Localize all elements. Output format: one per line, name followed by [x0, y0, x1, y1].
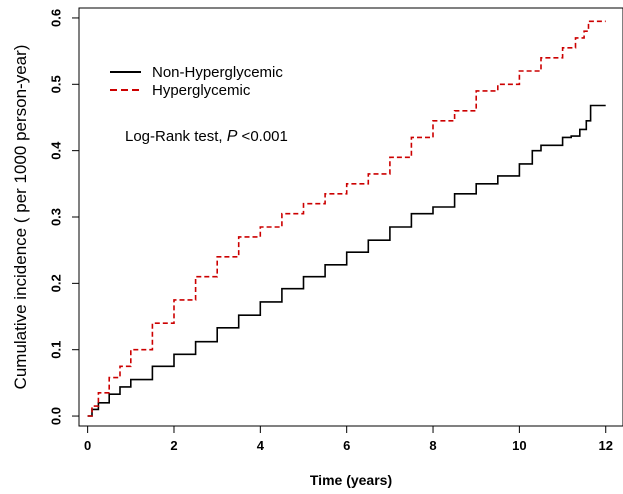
y-tick-label: 0.2 [49, 274, 64, 292]
legend: Non-Hyperglycemic Hyperglycemic [110, 64, 283, 99]
annotation-prefix: Log-Rank test, [125, 128, 227, 145]
x-axis-title: Time (years) [310, 472, 392, 488]
y-axis-title: Cumulative incidence ( per 1000 person-y… [11, 45, 30, 390]
legend-label-hyperglycemic: Hyperglycemic [152, 82, 251, 99]
annotation-suffix: <0.001 [237, 128, 287, 145]
x-tick-label: 6 [343, 438, 350, 453]
annotation-p-symbol: P [227, 128, 238, 145]
y-tick-label: 0.3 [49, 208, 64, 226]
series-line-hyperglycemic [87, 20, 606, 417]
series-line-non-hyperglycemic [87, 104, 606, 417]
x-tick-label: 2 [170, 438, 177, 453]
x-tick-label: 12 [598, 438, 612, 453]
x-tick-label: 10 [512, 438, 526, 453]
legend-label-non-hyperglycemic: Non-Hyperglycemic [152, 64, 283, 81]
x-tick-label: 0 [84, 438, 91, 453]
x-axis: 0 2 4 6 8 10 12 [84, 426, 613, 453]
log-rank-annotation: Log-Rank test, P <0.001 [125, 128, 288, 145]
series-layer [87, 20, 606, 417]
y-tick-label: 0.6 [49, 9, 64, 27]
y-axis: 0.0 0.1 0.2 0.3 0.4 0.5 0.6 [49, 9, 79, 425]
y-tick-label: 0.0 [49, 407, 64, 425]
y-tick-label: 0.4 [49, 141, 64, 160]
y-tick-label: 0.5 [49, 75, 64, 93]
x-tick-label: 8 [429, 438, 436, 453]
y-tick-label: 0.1 [49, 341, 64, 359]
x-tick-label: 4 [257, 438, 265, 453]
